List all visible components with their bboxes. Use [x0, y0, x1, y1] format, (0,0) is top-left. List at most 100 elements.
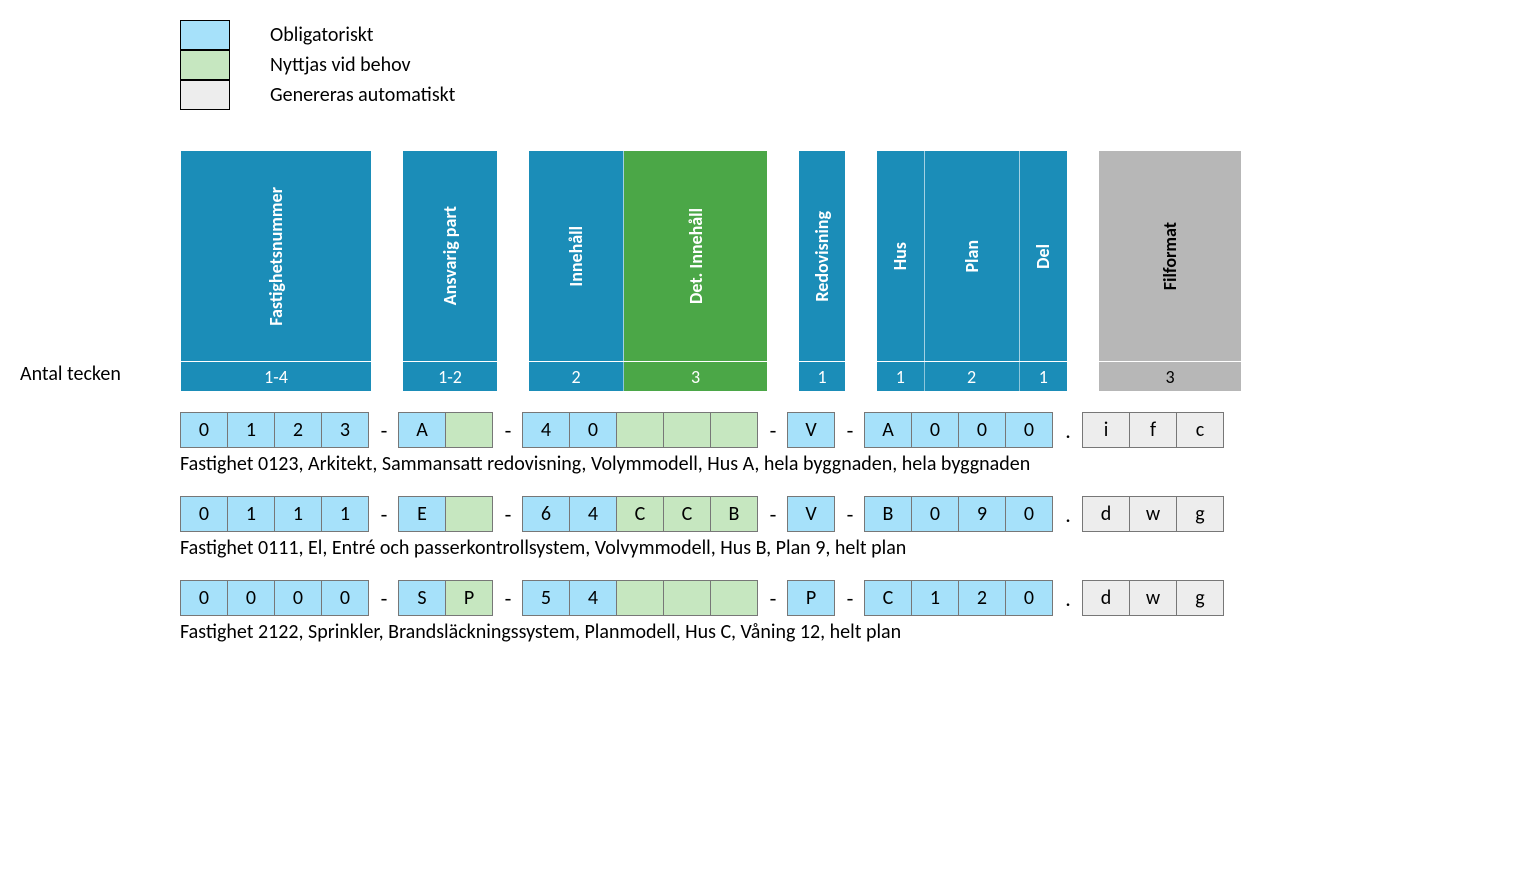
example: 0123-A-40-V-A000.ifcFastighet 0123, Arki…	[180, 412, 1516, 476]
legend-row: Nyttjas vid behov	[180, 50, 1516, 80]
header-sub: Filformat	[1099, 151, 1241, 361]
header-block-filformat: Filformat 3	[1098, 150, 1242, 392]
char-cell: 1	[911, 580, 959, 616]
header-count: 2	[925, 362, 1020, 391]
char-cell: 1	[321, 496, 369, 532]
header-spacer	[1068, 152, 1098, 392]
separator: -	[493, 412, 523, 448]
char-cell	[663, 580, 711, 616]
legend-row: Obligatoriskt	[180, 20, 1516, 50]
legend-label: Nyttjas vid behov	[270, 53, 411, 77]
separator: -	[369, 496, 399, 532]
char-cell: 0	[227, 580, 275, 616]
char-cell: P	[787, 580, 835, 616]
header-count: 3	[1099, 362, 1241, 391]
separator: -	[493, 496, 523, 532]
header-sub: Ansvarig part	[403, 151, 497, 361]
example: 0000-SP-54-P-C120.dwgFastighet 2122, Spr…	[180, 580, 1516, 644]
header-count: 1	[799, 362, 845, 391]
separator: -	[758, 580, 788, 616]
header-sub: Innehåll	[529, 151, 624, 361]
legend-label: Obligatoriskt	[270, 23, 374, 47]
header-count: 2	[529, 362, 624, 391]
legend: ObligatorisktNyttjas vid behovGenereras …	[180, 20, 1516, 110]
header-spacer	[372, 152, 402, 392]
header-vertical-label: Redovisning	[811, 201, 833, 312]
char-cell: 6	[522, 496, 570, 532]
char-cell: 0	[180, 412, 228, 448]
legend-swatch	[180, 20, 230, 50]
char-cell: 4	[569, 496, 617, 532]
header-spacer	[768, 152, 798, 392]
char-cell: 3	[321, 412, 369, 448]
char-cell: 0	[911, 496, 959, 532]
char-cell: 0	[911, 412, 959, 448]
example: 0111-E-64CCB-V-B090.dwgFastighet 0111, E…	[180, 496, 1516, 560]
char-cell: B	[710, 496, 758, 532]
char-cell: S	[398, 580, 446, 616]
separator: .	[1053, 496, 1083, 532]
char-cell: C	[663, 496, 711, 532]
separator: -	[758, 412, 788, 448]
example-cells: 0123-A-40-V-A000.ifc	[180, 412, 1516, 448]
header-vertical-label: Hus	[889, 232, 911, 280]
char-cell: C	[864, 580, 912, 616]
diagram-area: Antal tecken Fastighetsnummer1-4 Ansvarig…	[20, 150, 1516, 644]
header-count: 3	[624, 362, 767, 391]
header-spacer	[846, 152, 876, 392]
char-cell: 0	[1005, 412, 1053, 448]
example-description: Fastighet 0111, El, Entré och passerkont…	[180, 536, 1516, 560]
header-block-ansvarig: Ansvarig part 1-2	[402, 150, 498, 392]
char-cell: 4	[569, 580, 617, 616]
char-cell: 0	[958, 412, 1006, 448]
char-cell: B	[864, 496, 912, 532]
antal-tecken-label: Antal tecken	[20, 362, 121, 386]
char-cell: d	[1082, 580, 1130, 616]
char-cell: f	[1129, 412, 1177, 448]
char-cell: 0	[569, 412, 617, 448]
char-cell	[616, 580, 664, 616]
char-cell: P	[445, 580, 493, 616]
char-cell: 0	[274, 580, 322, 616]
header-vertical-label: Del	[1032, 234, 1054, 279]
example-cells: 0000-SP-54-P-C120.dwg	[180, 580, 1516, 616]
char-cell: 1	[227, 412, 275, 448]
char-cell	[710, 580, 758, 616]
char-cell	[710, 412, 758, 448]
separator: -	[369, 412, 399, 448]
char-cell: 5	[522, 580, 570, 616]
char-cell: w	[1129, 580, 1177, 616]
separator: -	[835, 580, 865, 616]
separator: -	[493, 580, 523, 616]
char-cell: E	[398, 496, 446, 532]
header-sub: Det. Innehåll	[624, 151, 767, 361]
char-cell: 2	[274, 412, 322, 448]
legend-swatch	[180, 50, 230, 80]
separator: .	[1053, 412, 1083, 448]
header-count: 1-2	[403, 362, 497, 391]
char-cell: 1	[274, 496, 322, 532]
header-block-innehall: Innehåll Det. Innehåll 23	[528, 150, 768, 392]
char-cell: C	[616, 496, 664, 532]
char-cell: 0	[1005, 496, 1053, 532]
header-vertical-label: Det. Innehåll	[685, 198, 707, 314]
separator: -	[835, 412, 865, 448]
header-block-fastighet: Fastighetsnummer1-4	[180, 150, 372, 392]
header-vertical-label: Filformat	[1159, 212, 1181, 300]
char-cell: V	[787, 412, 835, 448]
header-sub: Plan	[925, 151, 1020, 361]
example-description: Fastighet 0123, Arkitekt, Sammansatt red…	[180, 452, 1516, 476]
header-sub: Hus	[877, 151, 925, 361]
char-cell: 1	[227, 496, 275, 532]
char-cell: 0	[180, 496, 228, 532]
char-cell: g	[1176, 580, 1224, 616]
header-vertical-label: Ansvarig part	[439, 196, 461, 315]
char-cell: g	[1176, 496, 1224, 532]
separator: -	[758, 496, 788, 532]
header-vertical-label: Innehåll	[565, 216, 587, 297]
char-cell: A	[864, 412, 912, 448]
char-cell	[445, 412, 493, 448]
header-count: 1-4	[181, 362, 371, 391]
header-count: 1	[1020, 362, 1068, 391]
char-cell: d	[1082, 496, 1130, 532]
